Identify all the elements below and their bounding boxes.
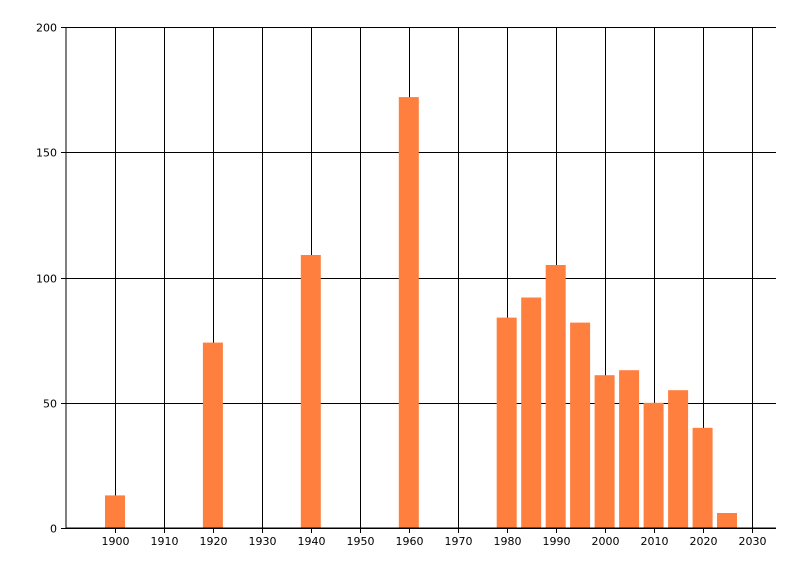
x-tick-label: 2010: [641, 535, 669, 548]
x-tick-label: 2020: [690, 535, 718, 548]
y-tick-label: 200: [36, 22, 57, 35]
x-tick-label: 1900: [102, 535, 130, 548]
y-tick-label: 50: [43, 398, 57, 411]
x-tick-labels: 1900 1910 1920 1930 1940 1950 1960 1970 1980 1990…: [102, 535, 767, 548]
y-tick-label: 0: [50, 523, 57, 536]
bar-1900: [105, 495, 125, 528]
bars: [105, 97, 737, 529]
bar-2015: [668, 390, 689, 528]
bar-2025: [717, 513, 737, 528]
y-tick-label: 100: [36, 273, 57, 286]
y-tick-label: 150: [36, 147, 57, 160]
x-tick-label: 1920: [200, 535, 228, 548]
x-tick-label: 2000: [592, 535, 620, 548]
x-tick-label: 1990: [543, 535, 571, 548]
x-tick-label: 1950: [347, 535, 375, 548]
bar-2005: [619, 370, 640, 528]
x-tick-label: 1960: [396, 535, 424, 548]
bar-2000: [594, 375, 615, 528]
x-tick-label: 1910: [151, 535, 179, 548]
bar-1980: [496, 317, 517, 528]
x-tick-label: 1980: [494, 535, 522, 548]
bar-1985: [521, 297, 542, 528]
x-tick-label: 1930: [249, 535, 277, 548]
bar-1990: [545, 265, 566, 528]
x-tick-label: 2030: [739, 535, 767, 548]
x-tick-label: 1940: [298, 535, 326, 548]
bar-1940: [300, 255, 321, 528]
bar-2020: [692, 427, 713, 528]
x-tick-label: 1970: [445, 535, 473, 548]
axes: [65, 27, 776, 529]
bar-1920: [202, 342, 223, 528]
y-tick-labels: 0 50 100 150 200: [36, 22, 57, 536]
bar-1995: [570, 322, 591, 528]
bar-1960: [398, 97, 419, 528]
bar-2010: [643, 402, 664, 529]
